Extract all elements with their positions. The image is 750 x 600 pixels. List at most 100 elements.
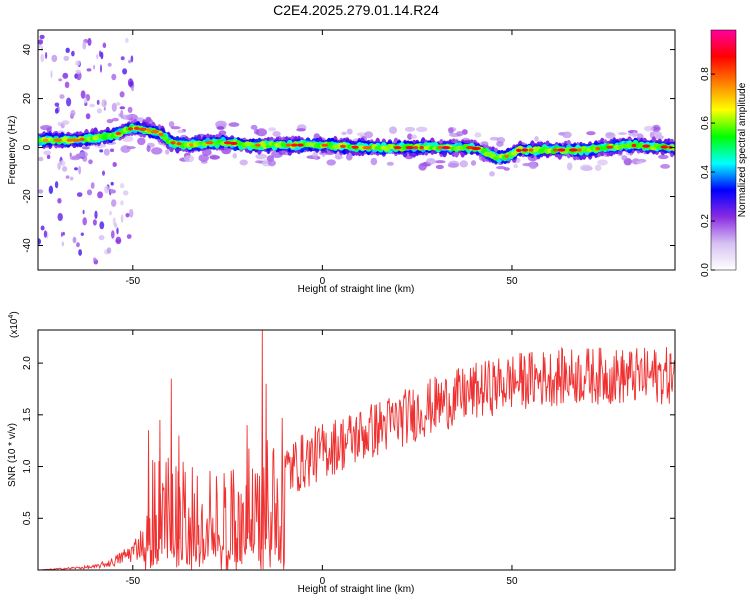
spectrogram-halo-blob xyxy=(326,159,336,166)
spectrogram-peak-cell xyxy=(569,148,578,152)
spectrogram-halo-blob xyxy=(404,126,416,132)
spectrogram-noise-blob xyxy=(60,232,63,237)
spectrogram-peak-cell xyxy=(441,146,451,150)
spectrogram-peak-cell xyxy=(351,145,359,149)
spectrogram-noise-blob xyxy=(106,247,112,254)
spectrogram-x-label: Height of straight line (km) xyxy=(298,284,415,295)
spectrogram-peak-cell xyxy=(138,127,147,131)
spectrogram-noise-blob xyxy=(54,102,60,107)
spectrogram-noise-blob xyxy=(63,55,70,62)
spectrogram-peak-cell xyxy=(158,132,164,136)
spectrogram-peak-cell xyxy=(42,138,49,142)
spectrogram-noise-blob xyxy=(58,78,63,82)
spectrogram-halo-blob xyxy=(534,136,539,142)
spectrogram-y-tick-label: 40 xyxy=(22,44,33,56)
spectrogram-heatmap xyxy=(38,34,675,265)
spectrogram-noise-blob xyxy=(59,94,65,99)
spectrogram-noise-blob xyxy=(131,87,134,92)
spectrogram-halo-blob xyxy=(566,162,573,171)
spectrogram-halo-blob xyxy=(121,114,132,120)
spectrogram-noise-blob xyxy=(75,60,81,66)
spectrogram-halo-blob xyxy=(79,151,88,158)
spectrogram-noise-blob xyxy=(89,103,96,108)
spectrogram-peak-cell xyxy=(230,141,238,145)
spectrogram-noise-blob xyxy=(38,189,44,194)
spectrogram-noise-blob xyxy=(71,50,75,57)
spectrogram-halo-blob xyxy=(658,154,669,160)
spectrogram-noise-blob xyxy=(104,185,109,194)
spectrogram-noise-blob xyxy=(112,217,116,226)
spectrogram-halo-blob xyxy=(447,163,459,168)
snr-multiplier-close: ) xyxy=(9,311,20,314)
spectrogram-peak-cell xyxy=(552,148,558,152)
spectrogram-ridge-cell xyxy=(162,136,169,141)
spectrogram-plot: -50 0 50 -40 -20 0 20 40 Height of straight lin… xyxy=(7,29,676,295)
spectrogram-noise-blob xyxy=(64,81,70,89)
spectrogram-halo-blob xyxy=(43,150,52,156)
spectrogram-noise-blob xyxy=(88,159,93,165)
spectrogram-noise-blob xyxy=(111,230,115,239)
spectrogram-noise-blob xyxy=(83,97,87,104)
chart-title: C2E4.2025.279.01.14.R24 xyxy=(273,2,439,18)
spectrogram-halo-blob xyxy=(120,145,131,153)
spectrogram-peak-cell xyxy=(66,138,74,142)
spectrogram-noise-blob xyxy=(82,217,87,226)
spectrogram-y-label: Frequency (Hz) xyxy=(7,116,18,185)
spectrogram-peak-cell xyxy=(321,143,329,147)
spectrogram-noise-blob xyxy=(57,198,62,204)
spectrogram-halo-blob xyxy=(136,117,144,122)
spectrogram-peak-cell xyxy=(128,127,133,131)
spectrogram-halo-blob xyxy=(61,120,70,125)
spectrogram-y-tick-label: 20 xyxy=(22,93,33,105)
snr-multiplier-exp: 4 xyxy=(8,315,15,319)
snr-ticks: -50 0 50 0.5 1.0 1.5 2.0 xyxy=(22,330,675,587)
spectrogram-noise-blob xyxy=(122,68,128,75)
spectrogram-halo-blob xyxy=(255,153,267,160)
spectrogram-halo-blob xyxy=(177,129,185,134)
spectrogram-noise-blob xyxy=(59,160,66,167)
spectrogram-noise-blob xyxy=(96,99,100,105)
spectrogram-peak-cell xyxy=(146,128,151,132)
spectrogram-noise-blob xyxy=(100,51,104,60)
spectrogram-halo-blob xyxy=(594,164,602,171)
spectrogram-halo-blob xyxy=(111,117,119,122)
spectrogram-halo-blob xyxy=(198,154,209,162)
spectrogram-noise-blob xyxy=(54,108,59,114)
spectrogram-noise-blob xyxy=(82,41,87,50)
spectrogram-noise-blob xyxy=(86,68,92,72)
spectrogram-noise-blob xyxy=(50,70,53,78)
spectrogram-halo-blob xyxy=(106,119,114,124)
spectrogram-noise-blob xyxy=(70,176,74,181)
spectrogram-noise-blob xyxy=(65,47,70,53)
spectrogram-noise-blob xyxy=(70,109,76,117)
spectrogram-peak-cell xyxy=(297,143,304,147)
spectrogram-peak-cell xyxy=(255,143,261,147)
spectrogram-noise-blob xyxy=(130,55,134,63)
spectrogram-noise-blob xyxy=(107,62,112,67)
spectrogram-halo-blob xyxy=(459,160,468,168)
spectrogram-halo-blob xyxy=(632,131,637,138)
spectrogram-peak-cell xyxy=(471,146,482,151)
spectrogram-halo-blob xyxy=(170,126,181,130)
spectrogram-noise-blob xyxy=(51,54,58,63)
spectrogram-noise-blob xyxy=(125,37,129,44)
colorbar-tick-label: 0.8 xyxy=(700,67,711,81)
spectrogram-noise-blob xyxy=(97,191,104,199)
spectrogram-peak-cell xyxy=(170,141,176,145)
spectrogram-halo-blob xyxy=(370,157,378,166)
spectrogram-y-tick-label: -40 xyxy=(22,238,33,253)
colorbar-gradient xyxy=(710,29,737,271)
spectrogram-peak-cell xyxy=(631,143,637,148)
spectrogram-peak-cell xyxy=(290,143,298,147)
spectrogram-halo-blob xyxy=(529,161,538,170)
spectrogram-halo-blob xyxy=(137,137,146,146)
spectrogram-peak-cell xyxy=(413,146,419,150)
spectrogram-noise-blob xyxy=(119,91,125,98)
spectrogram-halo-blob xyxy=(40,125,53,131)
spectrogram-peak-cell xyxy=(405,146,414,150)
spectrogram-noise-blob xyxy=(46,154,51,160)
colorbar-tick-label: 0.0 xyxy=(700,263,711,277)
spectrogram-halo-blob xyxy=(228,122,240,127)
spectrogram-peak-cell xyxy=(150,130,160,134)
